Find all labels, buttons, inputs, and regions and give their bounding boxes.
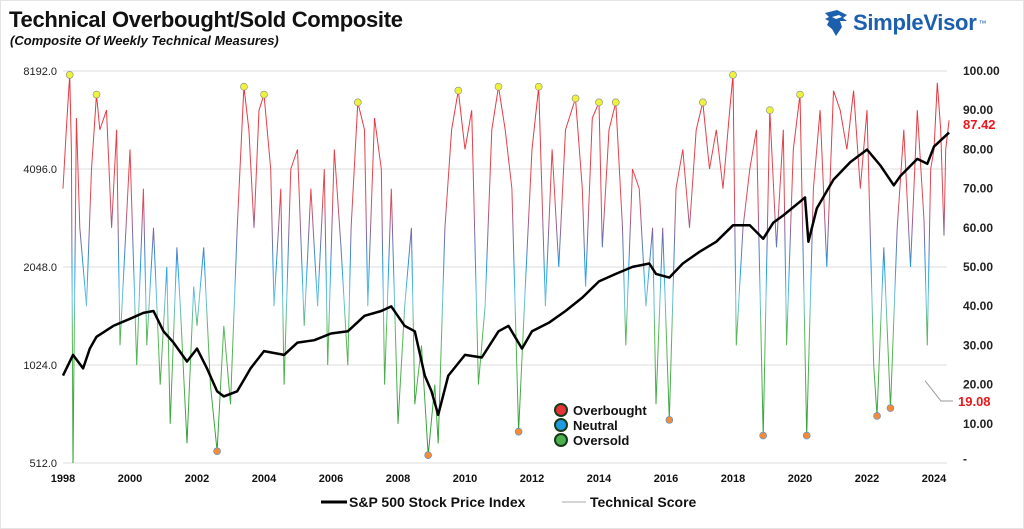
overbought-marker: [595, 98, 603, 107]
overbought-marker: [766, 106, 774, 114]
oversold-marker: [213, 447, 221, 456]
left-tick-label: 8192.0: [23, 66, 57, 78]
technical-score-line: [62, 74, 950, 464]
logo-text: SimpleVisor: [853, 10, 977, 35]
oversold-marker: [759, 431, 767, 440]
overbought-marker: [494, 82, 503, 91]
x-tick-label: 2000: [118, 473, 142, 485]
score-end-label: 87.42: [963, 117, 996, 132]
x-tick-label: 2024: [922, 473, 947, 485]
overbought-marker: [534, 82, 543, 91]
left-tick-label: 4096.0: [23, 164, 57, 176]
right-tick-label: 70.00: [963, 182, 993, 196]
x-tick-label: 2018: [721, 473, 745, 485]
sp500-line: [61, 131, 950, 417]
x-tick-label: 2014: [587, 473, 612, 485]
x-tick-label: 2012: [520, 473, 544, 485]
left-tick-label: 512.0: [29, 458, 57, 470]
left-tick-label: 1024.0: [23, 360, 57, 372]
legend-sp500-label: S&P 500 Stock Price Index: [349, 494, 526, 510]
legend-swatch-oversold: [554, 433, 568, 447]
right-tick-label: 80.00: [963, 142, 993, 156]
x-tick-label: 2010: [453, 473, 477, 485]
right-tick-label: 30.00: [963, 338, 993, 352]
oversold-marker: [514, 427, 523, 436]
overbought-marker: [611, 98, 620, 107]
logo-tm: ™: [978, 18, 987, 28]
overbought-marker: [353, 98, 362, 107]
legend-swatch-neutral: [554, 418, 568, 432]
right-tick-label: -: [963, 452, 967, 466]
overbought-marker: [699, 98, 707, 107]
chart-subtitle: (Composite Of Weekly Technical Measures): [10, 33, 279, 48]
overbought-marker: [260, 90, 268, 99]
end-label-leader: [924, 380, 953, 402]
x-tick-label: 2016: [654, 473, 678, 485]
oversold-marker: [886, 404, 895, 412]
x-tick-label: 2002: [185, 473, 209, 485]
eagle-head-icon: [825, 10, 847, 36]
overbought-marker: [571, 94, 580, 103]
x-tick-label: 2020: [788, 473, 812, 485]
simplevisor-logo: SimpleVisor ™: [823, 9, 986, 37]
legend-swatch-overbought: [554, 403, 568, 417]
right-tick-label: 40.00: [963, 299, 993, 313]
right-tick-label: 60.00: [963, 221, 993, 235]
oversold-marker: [873, 412, 881, 420]
x-tick-label: 2022: [855, 473, 879, 485]
oversold-marker: [802, 431, 811, 440]
right-tick-label: 50.00: [963, 260, 993, 274]
left-tick-label: 2048.0: [23, 262, 57, 274]
x-tick-label: 2004: [252, 473, 277, 485]
score-end-label-2: 19.08: [958, 394, 991, 409]
right-tick-label: 100.00: [963, 64, 1000, 78]
right-tick-label: 10.00: [963, 417, 993, 431]
legend-score-label: Technical Score: [590, 494, 697, 510]
oversold-marker: [665, 416, 674, 424]
overbought-marker: [454, 86, 463, 95]
legend-label: Overbought: [573, 403, 647, 418]
overbought-marker: [240, 82, 248, 91]
legend-label: Oversold: [573, 433, 629, 448]
chart-title: Technical Overbought/Sold Composite: [9, 7, 403, 32]
oversold-marker: [424, 451, 432, 459]
x-tick-label: 1998: [51, 473, 75, 485]
overbought-marker: [729, 71, 737, 79]
overbought-marker: [796, 90, 804, 99]
right-tick-label: 20.00: [963, 378, 993, 392]
x-tick-label: 2006: [319, 473, 343, 485]
right-tick-label: 90.00: [963, 103, 993, 117]
overbought-marker: [65, 71, 74, 79]
overbought-marker: [92, 90, 101, 99]
legend-label: Neutral: [573, 418, 618, 433]
x-tick-label: 2008: [386, 473, 410, 485]
